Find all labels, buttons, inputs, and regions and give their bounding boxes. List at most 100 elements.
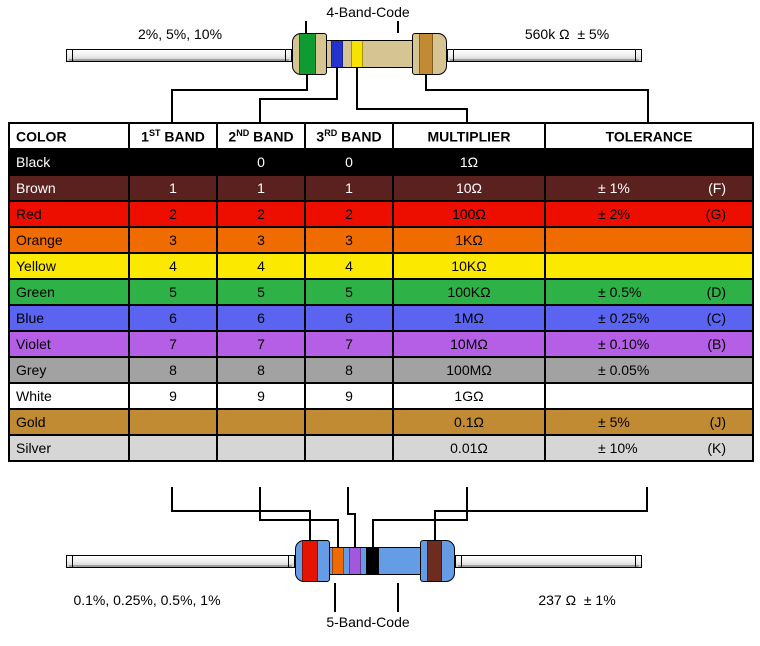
- second-band-cell: 9: [216, 382, 306, 410]
- connector-line: [171, 510, 311, 512]
- connector-line: [347, 487, 349, 515]
- first-band-cell: 8: [128, 356, 218, 384]
- color-name-cell: Black: [8, 148, 130, 176]
- first-band-cell: 9: [128, 382, 218, 410]
- connector-line: [171, 89, 308, 91]
- second-band-cell: 2: [216, 200, 306, 228]
- lead-end-mark: [635, 556, 636, 567]
- band-green-first-digit: [299, 34, 316, 74]
- connector-line: [334, 583, 336, 612]
- connector-line: [259, 98, 338, 100]
- second-band-cell: 0: [216, 148, 306, 176]
- tolerance-cell: ± 5% (J): [544, 408, 754, 436]
- first-band-cell: 4: [128, 252, 218, 280]
- lead-shading: [69, 59, 289, 61]
- first-band-cell: [128, 148, 218, 176]
- second-band-cell: 5: [216, 278, 306, 306]
- table-row-violet: Violet 7 7 7 10MΩ ± 0.10% (B): [8, 330, 754, 358]
- first-band-cell: 6: [128, 304, 218, 332]
- multiplier-cell: 1MΩ: [392, 304, 546, 332]
- third-band-cell: 8: [304, 356, 394, 384]
- resistor-lead-right: [455, 555, 642, 568]
- connector-line: [646, 487, 648, 512]
- tolerance-value: ± 0.10%: [598, 336, 650, 352]
- third-band-cell: 5: [304, 278, 394, 306]
- five-band-tolerance-options-label: 0.1%, 0.25%, 0.5%, 1%: [73, 592, 221, 608]
- four-band-code-title: 4-Band-Code: [326, 4, 410, 20]
- four-band-tolerance-options-label: 2%, 5%, 10%: [137, 26, 223, 42]
- tolerance-cell: ± 0.10% (B): [544, 330, 754, 358]
- table-row-red: Red 2 2 2 100Ω ± 2% (G): [8, 200, 754, 228]
- color-name-cell: White: [8, 382, 130, 410]
- table-row-gold: Gold 0.1Ω ± 5% (J): [8, 408, 754, 436]
- color-name-cell: Brown: [8, 174, 130, 202]
- connector-line: [356, 67, 358, 110]
- third-band-cell: 4: [304, 252, 394, 280]
- connector-line: [171, 89, 173, 124]
- connector-line: [171, 487, 173, 512]
- resistor-lead-left: [66, 555, 295, 568]
- connector-line: [259, 519, 339, 521]
- table-row-yellow: Yellow 4 4 4 10KΩ: [8, 252, 754, 280]
- header-tolerance: TOLERANCE: [544, 122, 754, 150]
- connector-line: [306, 74, 308, 91]
- second-band-cell: 3: [216, 226, 306, 254]
- resistor-lead-left: [66, 49, 292, 62]
- four-band-value-label: 560k Ω ± 5%: [524, 26, 610, 42]
- color-name-cell: Red: [8, 200, 130, 228]
- header-multiplier: MULTIPLIER: [392, 122, 546, 150]
- multiplier-cell: 10MΩ: [392, 330, 546, 358]
- tolerance-letter: (G): [705, 206, 726, 222]
- connector-line: [356, 108, 468, 110]
- connector-line: [425, 89, 649, 91]
- first-band-cell: [128, 408, 218, 436]
- connector-line: [354, 513, 356, 548]
- band-yellow-multiplier: [351, 41, 363, 67]
- multiplier-cell: 100Ω: [392, 200, 546, 228]
- tolerance-cell: [544, 148, 754, 176]
- connector-line: [309, 510, 311, 541]
- tolerance-value: ± 1%: [598, 180, 630, 196]
- table-row-grey: Grey 8 8 8 100MΩ ± 0.05%: [8, 356, 754, 384]
- connector-line: [425, 74, 427, 91]
- connector-line: [466, 487, 468, 521]
- connector-line: [372, 519, 374, 548]
- band-orange-second-digit: [332, 548, 344, 574]
- multiplier-cell: 10KΩ: [392, 252, 546, 280]
- five-band-value-label: 237 Ω ± 1%: [538, 592, 616, 608]
- third-band-cell: 0: [304, 148, 394, 176]
- table-row-silver: Silver 0.01Ω ± 10% (K): [8, 434, 754, 462]
- third-band-cell: [304, 434, 394, 462]
- color-name-cell: Blue: [8, 304, 130, 332]
- connector-line: [466, 108, 468, 124]
- third-band-cell: 7: [304, 330, 394, 358]
- first-band-cell: 3: [128, 226, 218, 254]
- lead-end-mark: [453, 50, 454, 61]
- multiplier-cell: 0.1Ω: [392, 408, 546, 436]
- first-band-cell: 1: [128, 174, 218, 202]
- second-band-cell: 7: [216, 330, 306, 358]
- lead-end-mark: [461, 556, 462, 567]
- color-name-cell: Violet: [8, 330, 130, 358]
- table-row-white: White 9 9 9 1GΩ: [8, 382, 754, 410]
- color-name-cell: Silver: [8, 434, 130, 462]
- color-table-body: Black 0 0 1Ω Brown 1 1 1 10Ω ± 1% (F) Red 2 2 2 100Ω ± 2…: [8, 148, 754, 462]
- color-name-cell: Gold: [8, 408, 130, 436]
- tolerance-cell: [544, 382, 754, 410]
- table-row-brown: Brown 1 1 1 10Ω ± 1% (F): [8, 174, 754, 202]
- lead-end-mark: [288, 556, 289, 567]
- color-code-table: COLOR 1ST BAND 2ND BAND 3RD BAND MULTIPL…: [8, 122, 754, 462]
- tolerance-cell: ± 0.25% (C): [544, 304, 754, 332]
- resistor-lead-right: [447, 49, 642, 62]
- header-third-band: 3RD BAND: [304, 122, 394, 150]
- connector-line: [397, 583, 399, 612]
- color-name-cell: Green: [8, 278, 130, 306]
- tolerance-cell: ± 0.05%: [544, 356, 754, 384]
- tolerance-letter: (F): [708, 180, 726, 196]
- header-first-band: 1ST BAND: [128, 122, 218, 150]
- lead-end-mark: [285, 50, 286, 61]
- lead-end-mark: [72, 50, 73, 61]
- connector-line: [337, 519, 339, 548]
- lead-end-mark: [635, 50, 636, 61]
